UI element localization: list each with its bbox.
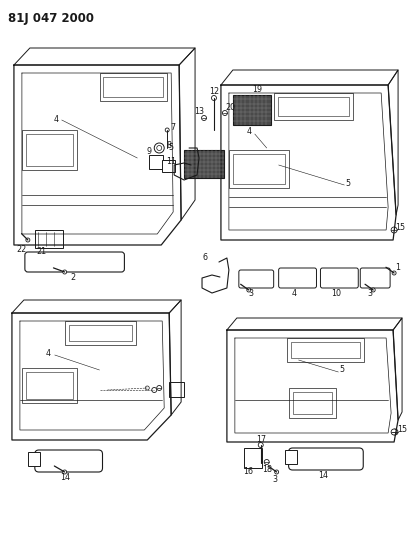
Text: 12: 12: [209, 87, 219, 96]
Circle shape: [222, 110, 227, 116]
Bar: [104, 77, 163, 97]
Bar: [149, 155, 163, 169]
Bar: [22, 368, 77, 403]
Bar: [26, 372, 73, 399]
Bar: [290, 342, 360, 358]
Text: 4: 4: [292, 288, 297, 297]
Bar: [286, 338, 364, 362]
Circle shape: [392, 271, 396, 275]
Text: 4: 4: [246, 127, 251, 136]
Bar: [278, 97, 349, 116]
Bar: [293, 392, 333, 414]
Text: 6: 6: [202, 254, 208, 262]
Circle shape: [371, 288, 375, 292]
Text: 16: 16: [243, 467, 253, 477]
Bar: [184, 150, 224, 178]
Bar: [169, 382, 184, 397]
Text: 7: 7: [171, 124, 176, 133]
Bar: [69, 325, 132, 341]
Text: 14: 14: [318, 471, 328, 480]
Circle shape: [392, 429, 398, 435]
Bar: [285, 450, 297, 464]
Text: 15: 15: [397, 425, 407, 434]
Circle shape: [63, 470, 67, 474]
Text: 5: 5: [169, 143, 174, 152]
Text: 2: 2: [70, 272, 75, 281]
Text: 22: 22: [17, 245, 27, 254]
Circle shape: [264, 459, 269, 464]
Text: 9: 9: [147, 148, 152, 157]
Bar: [26, 134, 73, 166]
Bar: [288, 388, 336, 418]
Text: 20: 20: [226, 103, 236, 112]
Text: 5: 5: [340, 366, 345, 375]
Text: 3: 3: [248, 288, 253, 297]
Bar: [244, 448, 262, 468]
Bar: [274, 93, 353, 120]
Text: 21: 21: [37, 247, 47, 256]
Bar: [233, 95, 271, 125]
Bar: [28, 452, 40, 466]
Bar: [35, 230, 63, 248]
Text: 10: 10: [331, 288, 341, 297]
Bar: [22, 130, 77, 170]
Text: 13: 13: [194, 108, 204, 117]
Text: 17: 17: [256, 435, 266, 445]
Text: 14: 14: [60, 472, 70, 481]
Text: 1: 1: [396, 263, 401, 272]
Bar: [233, 154, 285, 184]
Circle shape: [63, 270, 67, 274]
Text: 5: 5: [346, 179, 351, 188]
Bar: [100, 73, 167, 101]
Circle shape: [157, 385, 162, 391]
Text: 8: 8: [167, 141, 172, 149]
Text: 3: 3: [368, 288, 373, 297]
Text: 11: 11: [166, 157, 176, 166]
Text: 81J 047 2000: 81J 047 2000: [8, 12, 94, 25]
Text: 18: 18: [262, 465, 272, 474]
Text: 4: 4: [53, 116, 58, 125]
Text: 3: 3: [272, 475, 277, 484]
Circle shape: [247, 288, 251, 292]
Text: 19: 19: [252, 85, 262, 94]
Circle shape: [202, 116, 206, 120]
Circle shape: [391, 429, 397, 435]
Circle shape: [275, 470, 279, 474]
Text: 4: 4: [45, 349, 50, 358]
Bar: [229, 150, 288, 188]
Circle shape: [391, 227, 397, 233]
Text: 15: 15: [395, 223, 405, 232]
Bar: [65, 321, 136, 345]
Circle shape: [26, 238, 30, 242]
Bar: [162, 160, 175, 172]
